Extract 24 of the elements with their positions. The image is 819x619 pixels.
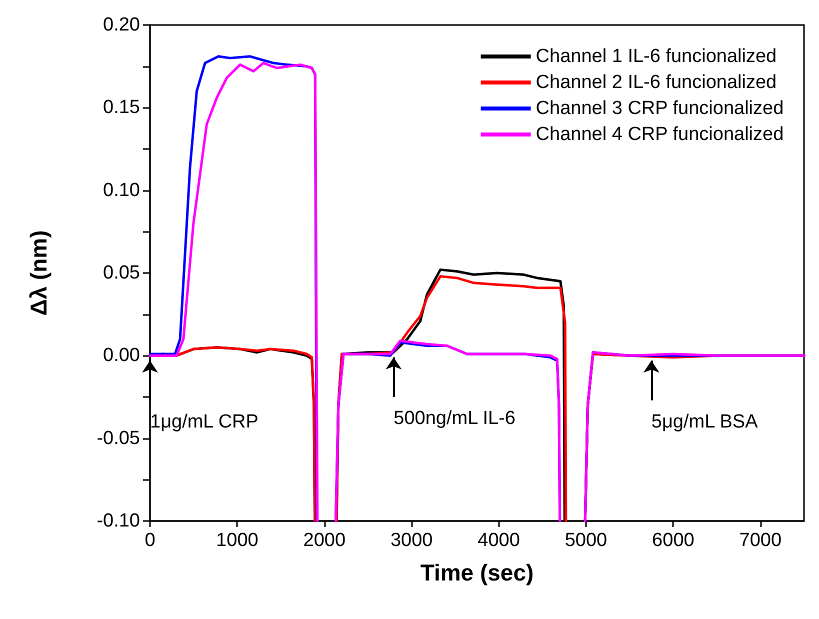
y-tick-label: 0.05	[103, 262, 140, 284]
y-tick-label: -0.10	[96, 510, 140, 532]
y-tick-label: 0.15	[103, 97, 140, 118]
legend-label: Channel 3 CRP funcionalized	[536, 98, 784, 119]
y-tick-label: 0.10	[103, 180, 140, 201]
x-tick-label: 6000	[652, 530, 694, 551]
x-tick-label: 7000	[739, 530, 782, 551]
x-tick-label: 1000	[216, 530, 258, 551]
x-axis-title: Time (sec)	[420, 560, 534, 586]
x-tick-label: 4000	[478, 530, 520, 551]
x-tick-label: 5000	[564, 530, 608, 551]
annotation: 500ng/mL IL-6	[394, 408, 516, 429]
legend-label: Channel 4 CRP funcionalized	[536, 124, 784, 145]
y-tick-label: 0.00	[103, 345, 140, 366]
y-tick-label: -0.05	[96, 428, 140, 449]
y-axis-title: Δλ (nm)	[26, 230, 52, 316]
y-tick-label: 0.20	[103, 14, 140, 36]
annotation: 1μg/mL CRP	[150, 411, 258, 432]
annotation: 5μg/mL BSA	[651, 411, 758, 432]
x-tick-label: 0	[144, 530, 156, 551]
legend-label: Channel 2 IL-6 funcionalized	[536, 72, 777, 93]
legend-label: Channel 1 IL-6 funcionalized	[536, 46, 777, 67]
x-tick-label: 2000	[303, 530, 346, 551]
x-tick-label: 3000	[390, 530, 433, 551]
